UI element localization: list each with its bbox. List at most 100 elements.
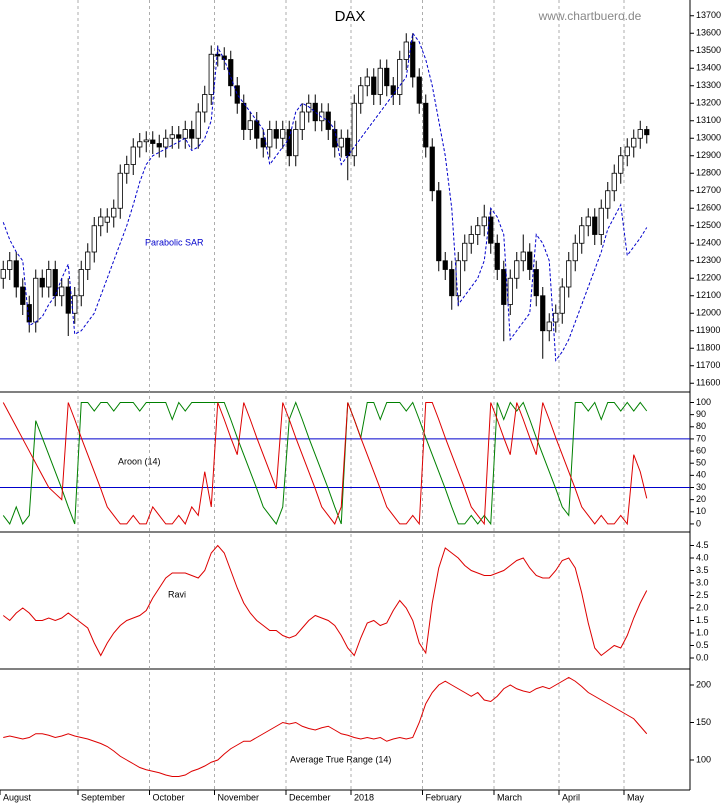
y-tick-label: 2.0: [696, 602, 709, 612]
y-tick-label: 12000: [696, 308, 721, 318]
y-tick-label: 60: [696, 445, 706, 455]
candle-body: [566, 260, 572, 288]
x-tick-label: October: [153, 792, 185, 802]
y-tick-label: 13000: [696, 133, 721, 143]
candle-body: [46, 269, 52, 288]
y-tick-label: 13400: [696, 63, 721, 73]
y-tick-label: 13300: [696, 80, 721, 90]
y-tick-label: 12400: [696, 238, 721, 248]
candle-body: [189, 129, 195, 139]
candle-body: [273, 129, 279, 139]
indicator-label: Aroon (14): [118, 456, 161, 466]
candle-body: [436, 190, 442, 262]
candle-body: [150, 139, 156, 144]
y-tick-label: 80: [696, 421, 706, 431]
candle-body: [85, 251, 91, 270]
y-tick-label: 1.5: [696, 615, 709, 625]
candle-body: [358, 85, 364, 104]
candle-body: [377, 67, 383, 95]
line: [2, 402, 648, 526]
candle-body: [559, 286, 565, 314]
candle-body: [78, 269, 84, 297]
candle-body: [91, 225, 97, 253]
indicator-label: Ravi: [168, 589, 186, 599]
candle-body: [338, 137, 344, 148]
y-tick-label: 12800: [696, 168, 721, 178]
candle-body: [176, 134, 182, 139]
candle-body: [299, 111, 305, 130]
x-tick-label: August: [3, 792, 32, 802]
indicator-label: Average True Range (14): [290, 754, 391, 764]
y-tick-label: 13500: [696, 45, 721, 55]
x-tick-label: February: [426, 792, 463, 802]
y-tick-label: 150: [696, 717, 711, 727]
x-tick-label: September: [81, 792, 125, 802]
candle-body: [104, 216, 110, 223]
candle-body: [306, 102, 312, 113]
y-tick-label: 4.0: [696, 552, 709, 562]
candle-body: [117, 172, 123, 209]
x-tick-label: December: [289, 792, 331, 802]
candle-body: [234, 85, 240, 104]
candle-body: [286, 129, 292, 157]
x-tick-label: March: [497, 792, 522, 802]
x-tick-label: 2018: [354, 792, 374, 802]
y-tick-label: 12100: [696, 290, 721, 300]
candle-body: [247, 120, 253, 130]
y-tick-label: 50: [696, 458, 706, 468]
y-tick-label: 40: [696, 470, 706, 480]
candle-body: [312, 102, 318, 122]
candle-body: [507, 277, 513, 305]
y-tick-label: 0.5: [696, 640, 709, 650]
candle-body: [572, 242, 578, 262]
line: [3, 676, 648, 777]
candle-body: [208, 53, 214, 95]
candle-body: [137, 141, 143, 148]
candle-body: [644, 129, 650, 136]
candle-body: [52, 269, 58, 297]
candle-body: [501, 269, 507, 305]
candle-body: [156, 143, 162, 148]
candle-body: [280, 129, 286, 139]
candle-body: [624, 146, 630, 157]
chart-title: DAX: [335, 8, 366, 25]
candle-body: [631, 137, 637, 148]
candle-body: [267, 129, 273, 148]
y-tick-label: 12300: [696, 255, 721, 265]
candle-body: [319, 111, 325, 122]
y-tick-label: 0: [696, 518, 701, 528]
y-tick-label: 0.0: [696, 652, 709, 662]
candle-body: [72, 295, 78, 314]
candle-body: [13, 260, 19, 288]
candle-body: [611, 172, 617, 192]
candle-body: [618, 155, 624, 174]
y-tick-label: 2.5: [696, 590, 709, 600]
candle-body: [429, 146, 435, 192]
y-tick-label: 70: [696, 433, 706, 443]
candle-body: [182, 129, 188, 139]
y-tick-label: 1.0: [696, 627, 709, 637]
candle-body: [410, 41, 416, 78]
candle-body: [7, 260, 13, 270]
candle-body: [514, 260, 520, 279]
candle-body: [423, 102, 429, 148]
candle-body: [585, 216, 591, 227]
candle-body: [332, 129, 338, 148]
y-tick-label: 11700: [696, 360, 720, 370]
y-tick-label: 100: [696, 397, 711, 407]
y-tick-label: 12900: [696, 150, 721, 160]
y-tick-label: 13600: [696, 28, 721, 38]
x-tick-label: November: [218, 792, 260, 802]
candle-body: [371, 76, 377, 95]
candle-body: [130, 146, 136, 165]
y-tick-label: 12200: [696, 273, 721, 283]
candle-body: [111, 207, 117, 218]
candle-body: [20, 286, 26, 305]
y-tick-label: 4.5: [696, 540, 709, 550]
y-tick-label: 12600: [696, 203, 721, 213]
candle-body: [475, 225, 481, 235]
candle-body: [215, 53, 221, 57]
y-tick-label: 100: [696, 754, 711, 764]
candle-body: [202, 94, 208, 113]
